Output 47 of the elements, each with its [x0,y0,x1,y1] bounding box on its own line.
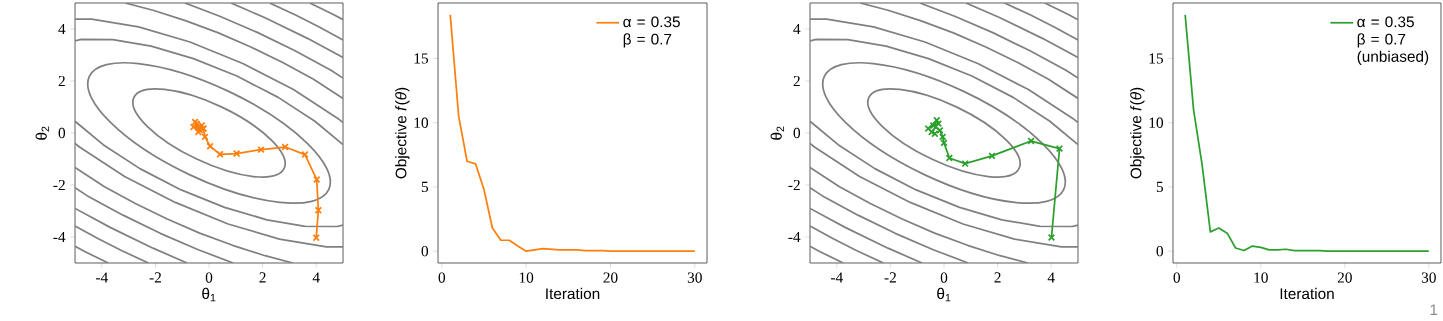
y-tick-label: -2 [53,179,65,191]
legend-label: α = 0.35 β = 0.7 (unbiased) [1357,16,1429,65]
x-tick-label: 0 [438,272,446,283]
x-tick-label: 30 [1421,272,1436,283]
y-axis-title: θ$_{2}$ [35,126,50,140]
y-tick-label: -2 [788,179,800,191]
y-tick-label: 2 [793,75,800,87]
x-tick-label: -2 [149,272,161,283]
x-tick-label: 0 [940,272,948,283]
x-tick-label: 4 [312,272,320,283]
y-tick-label: 0 [58,127,66,139]
y-tick-label: 10 [414,117,429,128]
x-tick-label: 10 [1254,272,1268,283]
x-tick-label: -2 [884,272,896,283]
y-tick-label: -4 [53,231,66,243]
x-tick-label: 2 [259,272,266,283]
x-tick-label: 0 [1173,272,1181,283]
x-axis-title: θ$_{1}$ [937,287,951,302]
y-tick-label: 2 [58,75,65,87]
x-tick-label: 10 [519,272,534,283]
y-tick-label: 15 [414,53,429,64]
y-axis-title: Objective f(θ) [1130,87,1145,179]
x-tick-label: 2 [994,272,1001,283]
x-tick-label: 20 [603,272,618,283]
y-tick-label: 0 [793,127,801,139]
x-tick-label: -4 [830,272,843,283]
x-axis-title: Iteration [546,287,600,300]
text: 1 [1430,304,1438,315]
x-axis-title: θ$_{1}$ [202,287,216,302]
y-axis-title: Objective f(θ) [395,87,410,179]
y-tick-label: 5 [1156,181,1164,193]
y-tick-label: 4 [793,23,801,35]
x-tick-label: 4 [1047,272,1055,283]
legend-label: α = 0.35 β = 0.7 [623,16,680,48]
x-tick-label: 30 [687,272,702,283]
x-tick-label: 20 [1337,272,1352,283]
x-tick-label: -4 [96,272,108,283]
y-tick-label: 0 [421,246,429,257]
x-tick-label: 0 [205,272,213,283]
y-tick-label: -4 [788,231,801,243]
y-tick-label: 10 [1149,117,1164,128]
y-tick-label: 0 [1156,246,1164,257]
x-axis-title: Iteration [1280,287,1334,300]
y-tick-label: 15 [1149,53,1164,64]
y-tick-label: 4 [58,23,66,35]
y-tick-label: 5 [421,181,429,193]
y-axis-title: θ$_{2}$ [770,126,785,140]
